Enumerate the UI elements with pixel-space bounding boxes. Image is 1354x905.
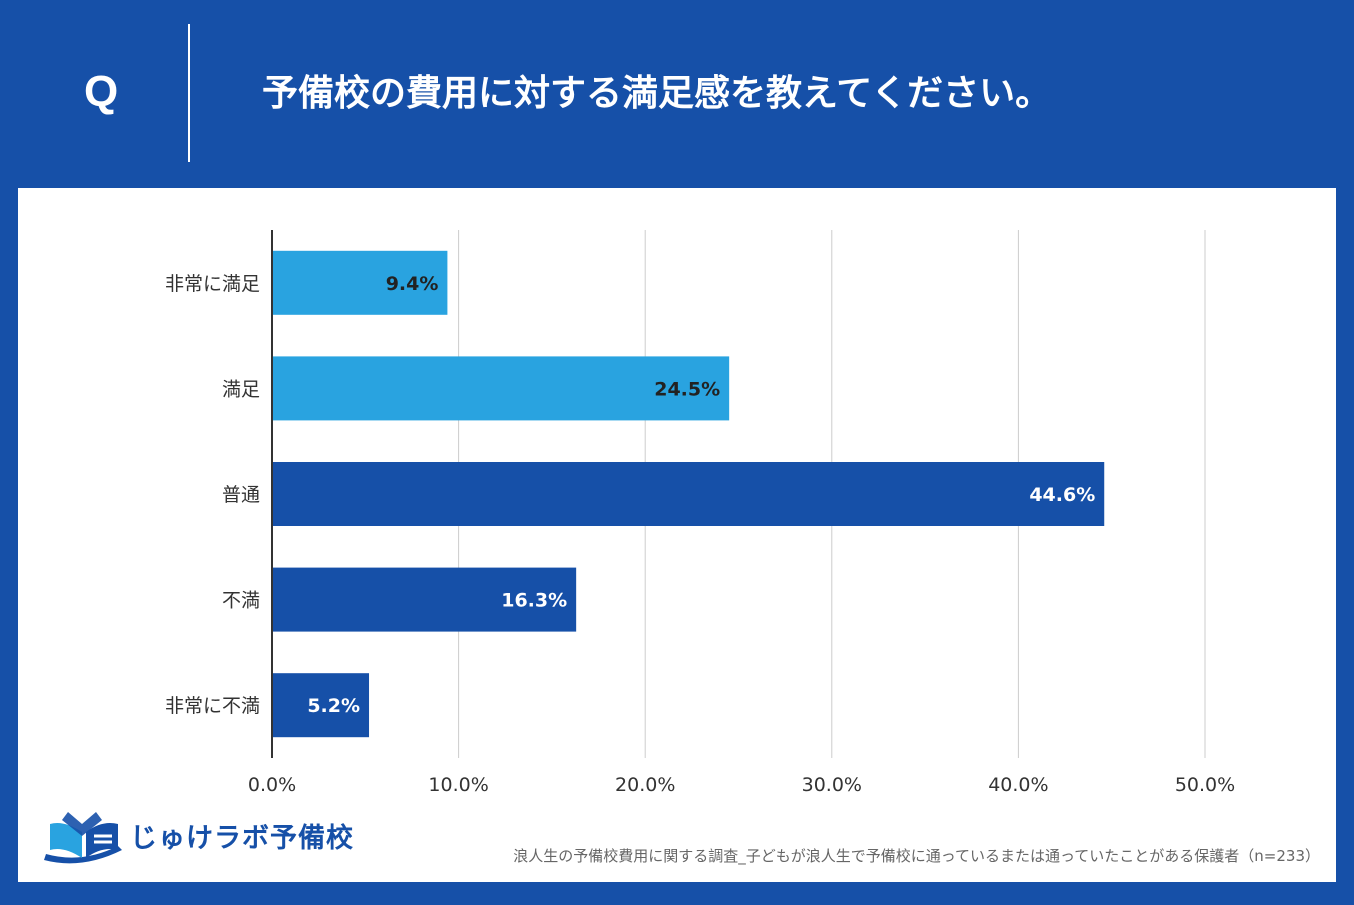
- category-label: 不満: [222, 590, 260, 612]
- category-label: 非常に不満: [165, 695, 260, 717]
- bar: [272, 673, 370, 738]
- data-label: 24.5%: [654, 378, 720, 400]
- q-label: Q: [84, 67, 119, 116]
- category-label: 普通: [222, 484, 260, 506]
- data-label: 5.2%: [307, 695, 360, 717]
- header: Q 予備校の費用に対する満足感を教えてください。: [0, 0, 1354, 188]
- bar: [272, 567, 577, 632]
- bar-chart: 0.0% 10.0% 20.0% 30.0% 40.0% 50.0% 9.4% 非常に満足 24…: [165, 230, 1235, 796]
- chart-panel: 0.0% 10.0% 20.0% 30.0% 40.0% 50.0% 9.4% 非常に満足 24…: [18, 188, 1336, 882]
- logo-text: じゅけラボ予備校: [130, 823, 354, 854]
- x-tick-label: 10.0%: [428, 774, 488, 796]
- data-label: 9.4%: [386, 273, 439, 295]
- x-tick-label: 20.0%: [615, 774, 675, 796]
- bar: [272, 462, 1105, 526]
- category-label: 満足: [222, 378, 260, 400]
- x-tick-label: 40.0%: [988, 774, 1048, 796]
- category-label: 非常に満足: [165, 273, 260, 295]
- bar: [272, 250, 448, 315]
- question-title: 予備校の費用に対する満足感を教えてください。: [262, 73, 1052, 114]
- bar: [272, 356, 730, 421]
- data-label: 16.3%: [501, 590, 567, 612]
- x-tick-label: 30.0%: [802, 774, 862, 796]
- source-note: 浪人生の予備校費用に関する調査_子どもが浪人生で予備校に通っているまたは通ってい…: [513, 847, 1320, 865]
- x-tick-label: 50.0%: [1175, 774, 1235, 796]
- header-divider: [188, 24, 190, 162]
- book-logo-icon: [44, 812, 122, 864]
- data-label: 44.6%: [1029, 484, 1095, 506]
- x-tick-label: 0.0%: [248, 774, 296, 796]
